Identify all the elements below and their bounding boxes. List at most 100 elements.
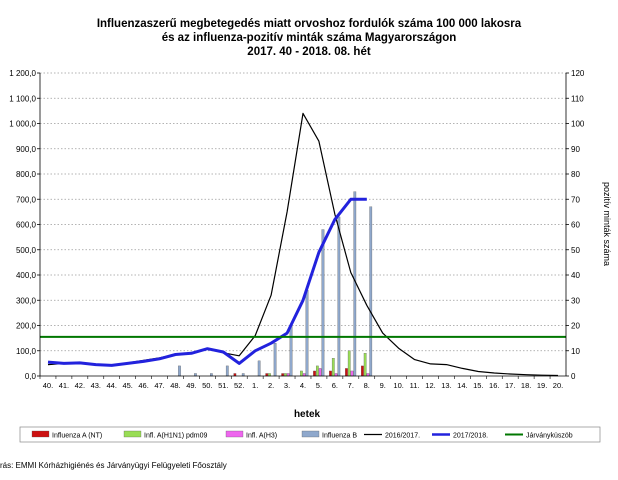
x-tick-label: 8. [364,381,370,390]
left-tick-label: 500,0 [16,246,37,255]
left-tick-label: 1 200,0 [9,69,36,78]
bar [369,206,373,377]
bar [313,370,316,377]
bar [273,343,277,377]
x-tick-label: 42. [75,381,85,390]
x-tick-label: 45. [122,381,132,390]
x-tick-label: 13. [441,381,451,390]
x-tick-label: 47. [154,381,164,390]
x-tick-label: 18. [521,381,531,390]
chart-title-line-3: 2017. 40 - 2018. 08. hét [247,46,371,58]
left-tick-label: 800,0 [16,170,37,179]
bar [257,360,261,377]
legend-label: Infl. A(H3) [246,433,277,440]
legend-label: 2017/2018. [453,433,488,440]
gridlines [40,72,566,352]
x-tick-label: 16. [489,381,499,390]
x-tick-label: 4. [300,381,306,390]
left-tick-label: 900,0 [16,145,37,154]
left-tick-label: 1 000,0 [9,120,36,129]
bar [347,350,351,377]
chart-title-line-1: Influenzaszerű megbetegedés miatt orvosh… [96,18,522,30]
bar [321,229,325,377]
bar [361,365,364,377]
right-tick-label: 120 [571,69,585,78]
x-tick-label: 10. [393,381,403,390]
left-tick-label: 1 100,0 [9,94,36,103]
bar [331,358,335,377]
x-tick-label: 15. [473,381,483,390]
bar [300,370,303,377]
legend-label: 2016/2017. [385,433,420,440]
legend-label: Influenza A (NT) [52,433,102,440]
right-tick-label: 0 [571,372,576,381]
right-tick-label: 80 [571,170,580,179]
x-tick-label: 7. [348,381,354,390]
left-tick-label: 400,0 [16,271,37,280]
x-axis-title: hetek [294,409,321,420]
x-tick-label: 52. [234,381,244,390]
legend-label: Járványküszöb [526,433,573,440]
left-tick-label: 200,0 [16,322,37,331]
chart-title-line-2: és az influenza-pozitív minták száma Mag… [161,32,457,44]
bar [350,370,354,377]
left-tick-label: 100,0 [16,347,37,356]
left-tick-label: 0,0 [25,372,37,381]
right-tick-label: 20 [571,322,580,331]
x-tick-label: 51. [218,381,228,390]
x-tick-label: 50. [202,381,212,390]
right-tick-label: 10 [571,347,580,356]
x-tick-label: 44. [107,381,117,390]
bar [289,325,293,377]
legend: Influenza A (NT) Infl. A(H1N1) pdm09 Infl.… [19,426,601,443]
right-tick-label: 30 [571,296,580,305]
bar [225,365,229,377]
x-tick-label: 46. [138,381,148,390]
right-tick-label: 100 [571,120,585,129]
bar [315,365,319,377]
x-tick-label: 11. [410,381,420,390]
x-tick-label: 43. [91,381,101,390]
chart-title: Influenzaszerű megbetegedés miatt orvosh… [0,17,618,59]
x-tick-label: 20. [553,381,563,390]
legend-swatch [31,430,50,438]
x-tick-label: 40. [43,381,53,390]
x-tick-label: 48. [170,381,180,390]
bar [178,365,181,377]
right-axis-title: pozitív minták száma [602,182,612,266]
legend-label: Influenza B [322,433,357,440]
left-tick-label: 700,0 [16,195,37,204]
source-note: rás: EMMI Kórházhigiénés és Járványügyi … [0,461,227,470]
series-line [47,197,367,367]
lines [40,112,566,377]
right-tick-label: 70 [571,195,580,204]
axes: 0,0 100,0 200,0 300,0 400,0 500,0 600,0 700,0 80… [9,69,585,390]
legend-swatch [301,430,320,438]
bar [337,216,341,377]
x-tick-label: 12. [425,381,435,390]
bar [345,368,348,377]
x-tick-label: 17. [505,381,515,390]
bar [363,353,367,377]
x-tick-label: 9. [380,381,386,390]
legend-swatch [225,430,244,438]
x-tick-label: 1. [252,381,258,390]
right-tick-label: 60 [571,221,580,230]
x-tick-label: 19. [537,381,547,390]
x-tick-label: 49. [186,381,196,390]
left-tick-label: 600,0 [16,221,37,230]
x-tick-label: 5. [316,381,322,390]
right-tick-label: 110 [571,94,584,103]
legend-label: Infl. A(H1N1) pdm09 [144,433,208,440]
left-tick-label: 300,0 [16,296,37,305]
bar [305,289,309,377]
x-tick-label: 41. [59,381,69,390]
bar [318,368,322,377]
x-tick-label: 6. [332,381,338,390]
right-tick-label: 90 [571,145,580,154]
bar [353,191,357,377]
legend-swatch [123,430,142,438]
x-tick-label: 14. [457,381,467,390]
x-tick-label: 3. [284,381,290,390]
